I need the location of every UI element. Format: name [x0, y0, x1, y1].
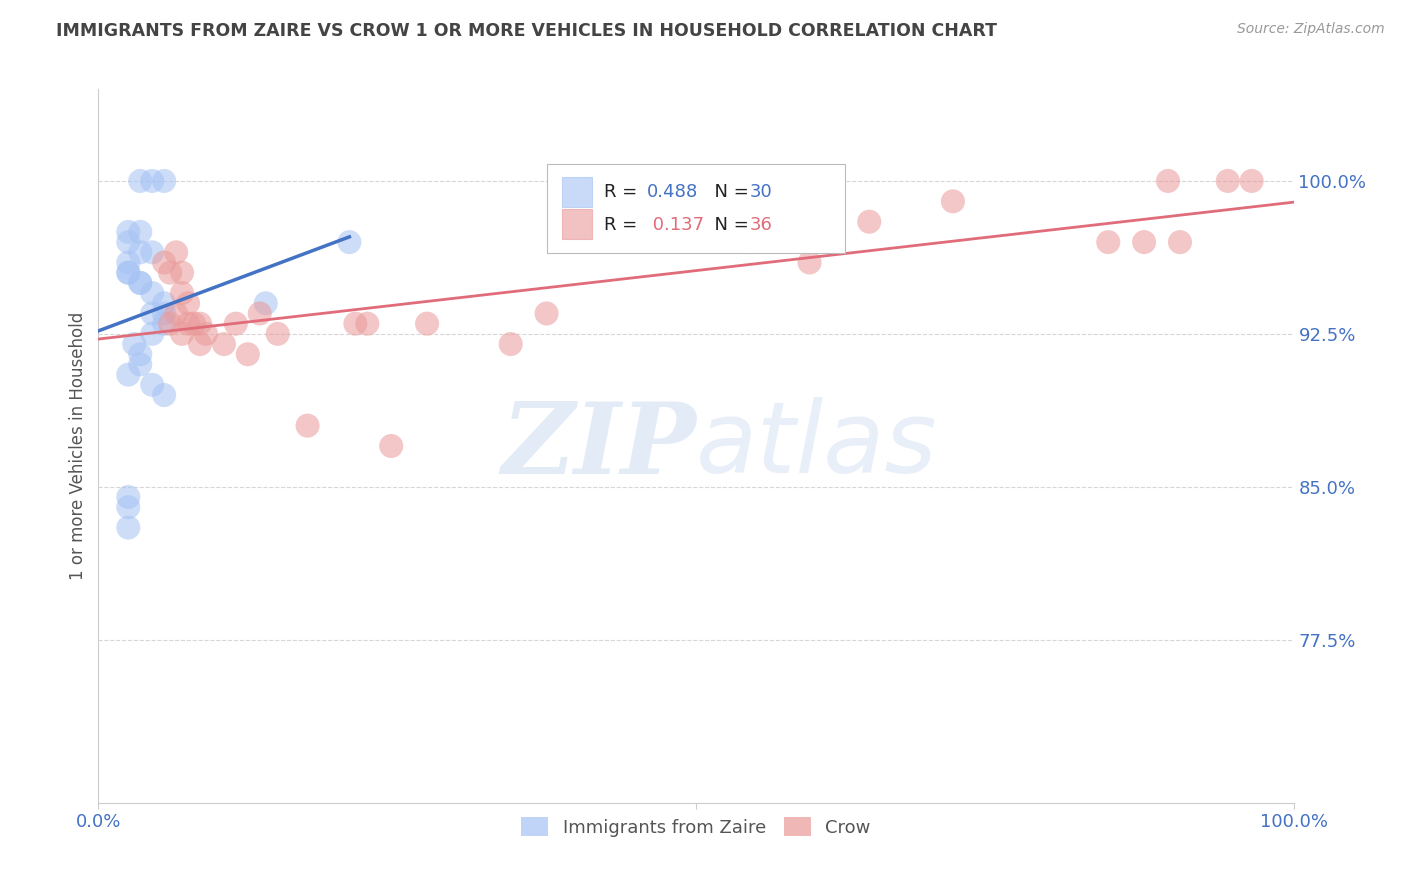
Text: atlas: atlas — [696, 398, 938, 494]
Text: IMMIGRANTS FROM ZAIRE VS CROW 1 OR MORE VEHICLES IN HOUSEHOLD CORRELATION CHART: IMMIGRANTS FROM ZAIRE VS CROW 1 OR MORE … — [56, 22, 997, 40]
Point — [117, 368, 139, 382]
Point — [141, 306, 163, 320]
Text: R =: R = — [605, 216, 643, 234]
Point — [254, 296, 277, 310]
Point — [177, 296, 200, 310]
Bar — [562, 177, 592, 207]
FancyBboxPatch shape — [547, 164, 845, 253]
Point — [858, 215, 880, 229]
Point — [141, 174, 163, 188]
Text: N =: N = — [703, 216, 755, 234]
Point — [172, 326, 194, 341]
Point — [159, 317, 181, 331]
Point — [141, 377, 163, 392]
Point — [1168, 235, 1191, 249]
Point — [249, 306, 271, 320]
Point — [1240, 174, 1263, 188]
Point — [153, 255, 176, 269]
Point — [188, 317, 211, 331]
Point — [172, 266, 194, 280]
Point — [339, 235, 361, 249]
Text: ZIP: ZIP — [501, 398, 696, 494]
Point — [153, 317, 176, 331]
Point — [129, 347, 152, 361]
Point — [153, 296, 176, 310]
Point — [1216, 174, 1239, 188]
Text: 30: 30 — [749, 183, 772, 201]
Point — [499, 337, 522, 351]
Point — [195, 326, 218, 341]
Point — [117, 255, 139, 269]
Y-axis label: 1 or more Vehicles in Household: 1 or more Vehicles in Household — [69, 312, 87, 580]
Point — [153, 306, 176, 320]
Point — [416, 317, 439, 331]
Point — [159, 266, 181, 280]
Point — [1097, 235, 1119, 249]
Text: R =: R = — [605, 183, 643, 201]
Text: 36: 36 — [749, 216, 773, 234]
Point — [153, 174, 176, 188]
Point — [129, 245, 152, 260]
Point — [172, 286, 194, 301]
Point — [129, 276, 152, 290]
Point — [380, 439, 402, 453]
Point — [188, 337, 211, 351]
Point — [117, 235, 139, 249]
Point — [117, 500, 139, 515]
Text: 0.137: 0.137 — [647, 216, 704, 234]
Text: 0.488: 0.488 — [647, 183, 699, 201]
Point — [344, 317, 367, 331]
Legend: Immigrants from Zaire, Crow: Immigrants from Zaire, Crow — [513, 810, 879, 844]
Point — [153, 388, 176, 402]
Point — [117, 490, 139, 504]
Text: N =: N = — [703, 183, 755, 201]
Point — [141, 245, 163, 260]
Point — [536, 306, 558, 320]
Point — [129, 174, 152, 188]
Point — [177, 317, 200, 331]
Point — [297, 418, 319, 433]
Point — [236, 347, 259, 361]
Point — [165, 245, 187, 260]
Point — [117, 520, 139, 534]
Point — [129, 276, 152, 290]
Point — [225, 317, 247, 331]
Point — [117, 266, 139, 280]
Point — [141, 286, 163, 301]
Point — [738, 235, 761, 249]
Text: Source: ZipAtlas.com: Source: ZipAtlas.com — [1237, 22, 1385, 37]
Point — [165, 306, 187, 320]
Point — [942, 194, 965, 209]
Point — [267, 326, 290, 341]
Point — [141, 326, 163, 341]
Point — [799, 255, 821, 269]
Point — [356, 317, 378, 331]
Point — [129, 358, 152, 372]
Point — [129, 225, 152, 239]
Point — [117, 225, 139, 239]
Bar — [562, 209, 592, 239]
Point — [117, 266, 139, 280]
Point — [212, 337, 235, 351]
Point — [183, 317, 205, 331]
Point — [1157, 174, 1180, 188]
Point — [124, 337, 146, 351]
Point — [1133, 235, 1156, 249]
